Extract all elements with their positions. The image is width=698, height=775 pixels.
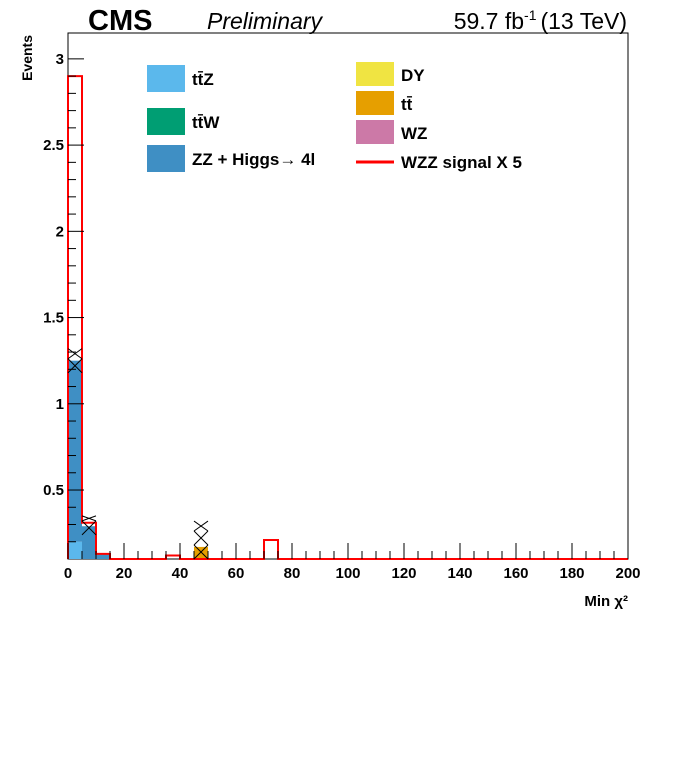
legend-label-2: ZZ + Higgs→ 4l — [192, 150, 315, 169]
experiment-label: CMS — [88, 5, 152, 37]
x-tick-label: 20 — [116, 565, 133, 582]
x-tick-label: 120 — [391, 565, 416, 582]
y-tick-label: 3 — [56, 51, 64, 68]
unc-hatch-1 — [81, 515, 97, 522]
x-tick-label: 180 — [559, 565, 584, 582]
legend: tt̄Z tt̄W ZZ + Higgs→ 4l DY tt̄ WZ WZZ signal … — [147, 62, 522, 172]
status-label: Preliminary — [207, 8, 324, 34]
y-tick-label: 2.5 — [43, 137, 64, 154]
legend-swatch-2 — [147, 145, 185, 172]
legend-label-signal: WZZ signal X 5 — [401, 153, 522, 172]
x-tick-label: 60 — [228, 565, 245, 582]
unc-hatch-2 — [193, 520, 209, 532]
legend-swatch-3 — [356, 62, 394, 86]
uncertainty-hatch-group — [67, 348, 209, 560]
unc-hatch-0 — [67, 348, 83, 360]
bar-2-5 — [82, 526, 96, 559]
legend-swatch-1 — [147, 108, 185, 135]
x-tick-label: 200 — [615, 565, 640, 582]
y-axis-label: Events — [19, 35, 35, 81]
x-tick-label: 40 — [172, 565, 189, 582]
legend-label-4: tt̄ — [401, 95, 413, 114]
y-tick-label: 1.5 — [43, 310, 64, 327]
x-tick-label: 100 — [335, 565, 360, 582]
legend-label-1: tt̄W — [192, 113, 220, 132]
legend-swatch-0 — [147, 65, 185, 92]
bar-0-0 — [68, 541, 82, 559]
y-tick-label: 1 — [56, 396, 64, 413]
x-tick-label: 140 — [447, 565, 472, 582]
legend-label-3: DY — [401, 66, 425, 85]
legend-swatch-4 — [356, 91, 394, 115]
x-axis-label: Min χ² — [584, 593, 628, 610]
unc-hatch-1 — [81, 520, 97, 536]
x-tick-label: 160 — [503, 565, 528, 582]
bar-2-0 — [68, 360, 82, 542]
legend-label-0: tt̄Z — [192, 70, 214, 89]
bar-2-10 — [96, 553, 110, 559]
x-tick-label: 0 — [64, 565, 72, 582]
legend-label-5: WZ — [401, 124, 427, 143]
stacked-bars-group — [68, 360, 208, 559]
y-tick-label: 2 — [56, 223, 64, 240]
lumi-label: 59.7 fb-1 (13 TeV) — [454, 7, 627, 34]
legend-swatch-5 — [356, 120, 394, 144]
unc-hatch-2 — [193, 544, 209, 560]
y-tick-label: 0.5 — [43, 482, 64, 499]
axes-group: 0 20 40 60 80 100 120 140 160 180 200 0.5 1 1.5 2 2.5 3 — [43, 51, 640, 582]
unc-hatch-0 — [67, 358, 83, 374]
unc-hatch-2 — [193, 530, 209, 546]
x-tick-label: 80 — [284, 565, 301, 582]
